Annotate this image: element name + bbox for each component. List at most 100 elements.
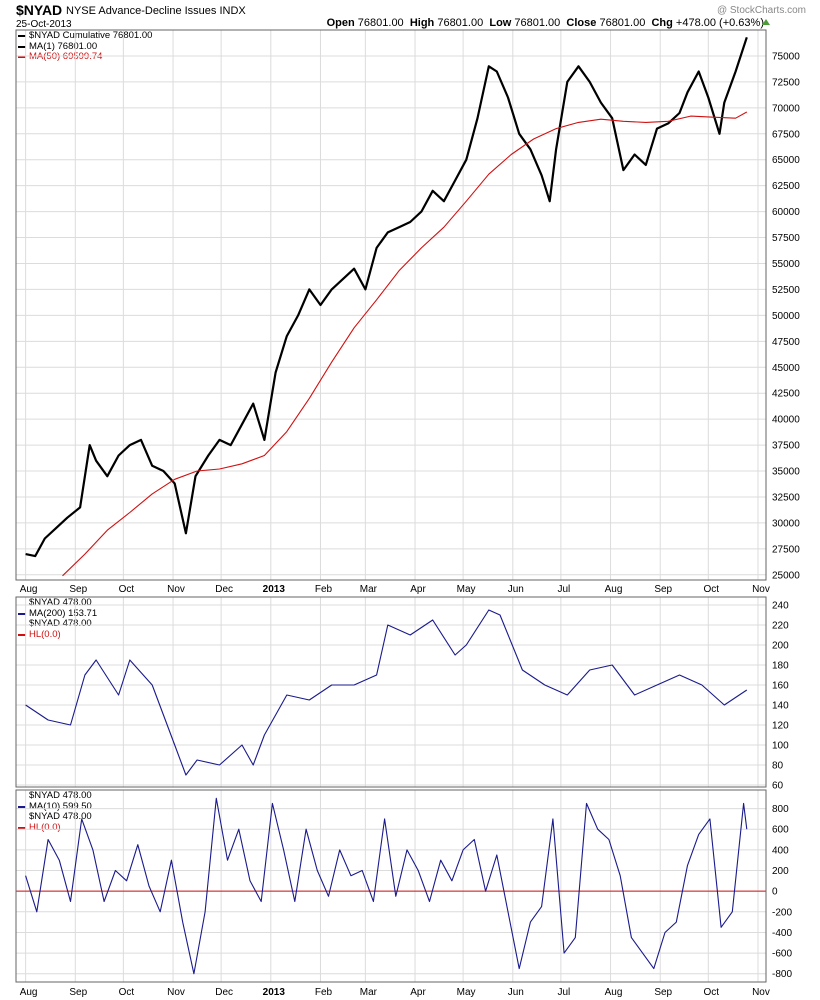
y-tick-label: 400 xyxy=(772,845,789,856)
legend-mid-title: $NYAD 478.00 xyxy=(29,597,92,608)
legend-entry: MA(10) 599.50 xyxy=(18,800,92,813)
y-tick-label: 37500 xyxy=(772,441,800,452)
low-legend: $NYAD 478.00 MA(10) 599.50 $NYAD 478.00 … xyxy=(18,790,92,834)
series-line-ma50 xyxy=(62,111,748,577)
y-tick-label: -200 xyxy=(772,907,792,918)
y-tick-label: -400 xyxy=(772,928,792,939)
y-tick-label: 57500 xyxy=(772,233,800,244)
chg-label: Chg xyxy=(651,17,673,29)
y-tick-label: 120 xyxy=(772,721,789,732)
panel-frame xyxy=(15,29,767,581)
legend-low-hl: HL(0.0) xyxy=(29,821,61,833)
x-tick-label: Apr xyxy=(410,987,426,998)
x-tick-label: Nov xyxy=(167,584,185,595)
series-line-ma1 xyxy=(25,36,748,558)
y-tick-label: 240 xyxy=(772,601,789,612)
y-tick-label: 80 xyxy=(772,761,784,772)
legend-entry: MA(1) 76801.00 xyxy=(18,41,152,53)
series-line-ma10 xyxy=(25,797,748,975)
y-tick-label: 30000 xyxy=(772,518,800,529)
x-tick-label: 2013 xyxy=(263,584,286,595)
x-tick-label: Jul xyxy=(557,584,570,595)
close-value: 76801.00 xyxy=(599,17,646,29)
legend-ma50: MA(50) 69599.74 xyxy=(29,51,103,62)
high-value: 76801.00 xyxy=(437,17,484,29)
y-tick-label: 50000 xyxy=(772,311,800,322)
x-tick-label: Jul xyxy=(557,987,570,998)
main-legend: $NYAD Cumulative 76801.00 MA(1) 76801.00… xyxy=(18,30,153,63)
legend-entry: $NYAD 478.00 xyxy=(18,790,92,802)
x-tick-label: Aug xyxy=(605,987,623,998)
x-tick-label: Nov xyxy=(167,987,185,998)
x-tick-label: Aug xyxy=(605,584,623,595)
y-tick-label: 160 xyxy=(772,681,789,692)
stockcharts-credit[interactable]: @ StockCharts.com xyxy=(716,5,806,16)
x-tick-label: Sep xyxy=(69,987,87,998)
y-tick-label: 52500 xyxy=(772,285,800,296)
open-value: 76801.00 xyxy=(357,17,404,29)
y-tick-label: 0 xyxy=(772,887,778,898)
chart-date: 25-Oct-2013 xyxy=(16,19,72,30)
x-tick-label: Oct xyxy=(119,987,135,998)
panel-frame xyxy=(15,789,767,983)
high-label: High xyxy=(409,17,435,29)
x-tick-label: Sep xyxy=(654,987,672,998)
x-tick-label: Oct xyxy=(119,584,135,595)
x-tick-label: Nov xyxy=(752,987,770,998)
legend-main-title: $NYAD Cumulative 76801.00 xyxy=(29,30,153,41)
x-tick-label: Apr xyxy=(410,584,426,595)
x-tick-label: Sep xyxy=(69,584,87,595)
x-tick-label: Jun xyxy=(508,584,524,595)
x-tick-label: Dec xyxy=(215,584,233,595)
legend-ma10: MA(10) 599.50 xyxy=(29,800,92,812)
x-tick-label: May xyxy=(457,584,476,595)
y-tick-label: 600 xyxy=(772,825,789,836)
x-tick-label: Oct xyxy=(704,987,720,998)
x-tick-label: Mar xyxy=(360,584,378,595)
close-label: Close xyxy=(566,17,597,29)
x-tick-label: May xyxy=(457,987,476,998)
y-tick-label: 25000 xyxy=(772,570,800,581)
symbol-description: NYSE Advance-Decline Issues INDX xyxy=(66,5,246,17)
y-tick-label: -800 xyxy=(772,969,792,980)
y-tick-label: 67500 xyxy=(772,129,800,140)
up-arrow-icon xyxy=(762,19,770,25)
y-tick-label: 100 xyxy=(772,741,789,752)
x-tick-label: Feb xyxy=(315,584,333,595)
legend-entry: $NYAD Cumulative 76801.00 xyxy=(18,30,153,42)
x-tick-label: Aug xyxy=(20,584,38,595)
x-tick-label: Sep xyxy=(654,584,672,595)
y-tick-label: 70000 xyxy=(772,103,800,114)
legend-entry: $NYAD 478.00 xyxy=(18,597,97,609)
y-tick-label: 65000 xyxy=(772,155,800,166)
y-tick-label: 32500 xyxy=(772,492,800,503)
legend-entry: MA(50) 69599.74 xyxy=(18,51,152,63)
legend-entry: HL(0.0) xyxy=(18,821,92,834)
y-tick-label: 200 xyxy=(772,866,789,877)
x-tick-label: Nov xyxy=(752,584,770,595)
low-value: 76801.00 xyxy=(514,17,561,29)
low-label: Low xyxy=(489,17,512,29)
y-tick-label: 40000 xyxy=(772,415,800,426)
legend-entry: $NYAD 478.00 xyxy=(18,811,92,823)
ohlc-readout: Open 76801.00 High 76801.00 Low 76801.00… xyxy=(327,17,764,29)
x-tick-label: Mar xyxy=(360,987,378,998)
y-tick-label: 42500 xyxy=(772,389,800,400)
x-tick-label: Oct xyxy=(704,584,720,595)
y-tick-label: 35000 xyxy=(772,467,800,478)
series-line-ma200 xyxy=(25,609,748,776)
y-tick-label: 60 xyxy=(772,781,784,792)
x-tick-label: Aug xyxy=(20,987,38,998)
mid-legend: $NYAD 478.00 MA(200) 153.71 $NYAD 478.00… xyxy=(18,597,97,641)
legend-entry: HL(0.0) xyxy=(18,628,97,641)
y-tick-label: 200 xyxy=(772,641,789,652)
x-tick-label: Feb xyxy=(315,987,333,998)
x-tick-label: 2013 xyxy=(263,987,286,998)
y-tick-label: 75000 xyxy=(772,51,800,62)
panel-frame xyxy=(15,596,767,788)
legend-low-title: $NYAD 478.00 xyxy=(29,790,92,801)
legend-mid-hl: HL(0.0) xyxy=(29,628,61,640)
y-tick-label: 72500 xyxy=(772,77,800,88)
y-tick-label: 27500 xyxy=(772,544,800,555)
